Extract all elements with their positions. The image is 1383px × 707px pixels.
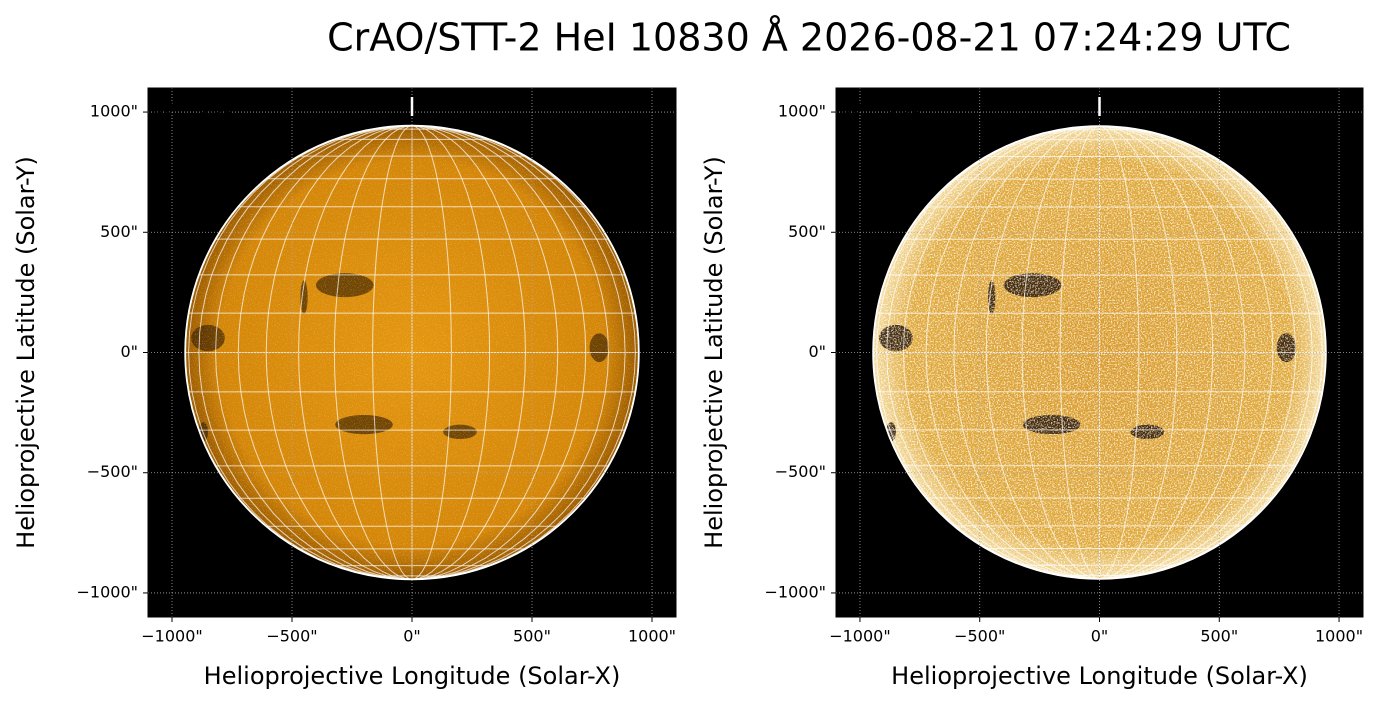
plot-frame	[835, 87, 1364, 618]
panel: −1000" −500" 0" 500" 1000" −1000" −500" 0" 500" 1…	[12, 87, 677, 690]
y-tick-label: −500"	[775, 462, 826, 481]
x-tick-label: −500"	[954, 627, 1005, 646]
x-tick-label: 500"	[1200, 627, 1238, 646]
x-tick-label: 0"	[403, 627, 421, 646]
x-tick-label: 1000"	[628, 627, 676, 646]
x-tick-label: 500"	[513, 627, 551, 646]
b0-annotation: B0 = 6.90	[153, 99, 233, 118]
x-tick-label: −1000"	[141, 627, 202, 646]
heliographic-meridian	[1099, 126, 1214, 579]
y-tick-label: −500"	[87, 462, 138, 481]
heliographic-meridian	[265, 125, 413, 580]
plot-frame	[147, 87, 677, 618]
x-axis-label: Helioprojective Longitude (Solar-X)	[891, 662, 1308, 690]
heliographic-meridian	[411, 125, 526, 580]
heliographic-meridian	[1099, 126, 1274, 579]
heliographic-meridian	[1059, 126, 1100, 579]
heliographic-meridian	[886, 126, 1100, 579]
heliographic-meridian	[411, 125, 491, 580]
heliographic-meridian	[198, 125, 413, 580]
solar-limb	[184, 124, 640, 581]
x-axis-label: Helioprojective Longitude (Solar-X)	[204, 662, 621, 690]
y-tick-label: 0"	[120, 342, 138, 361]
y-tick-label: 1000"	[778, 102, 826, 121]
heliographic-meridian	[902, 126, 1100, 579]
heliographic-meridian	[1099, 126, 1178, 579]
heliographic-meridian	[876, 126, 1100, 579]
heliographic-meridian	[411, 125, 587, 580]
y-tick-label: 1000"	[90, 102, 138, 121]
heliographic-meridian	[1099, 126, 1140, 579]
b0-annotation: B0 = 6.90	[841, 99, 921, 118]
y-tick-label: 0"	[808, 342, 826, 361]
heliographic-meridian	[1099, 126, 1313, 579]
heliographic-meridian	[411, 125, 559, 580]
y-tick-label: −1000"	[77, 582, 138, 601]
x-tick-label: 0"	[1091, 627, 1109, 646]
heliographic-meridian	[215, 125, 413, 580]
figure-title: CrAO/STT-2 HeI 10830 Å 2026-08-21 07:24:…	[327, 16, 1291, 60]
x-tick-label: −1000"	[829, 627, 890, 646]
y-tick-label: 500"	[788, 222, 826, 241]
north-label: N	[417, 93, 429, 112]
y-axis-label: Helioprojective Latitude (Solar-Y)	[700, 156, 728, 549]
y-axis-label: Helioprojective Latitude (Solar-Y)	[12, 156, 40, 549]
heliographic-meridian	[372, 125, 413, 580]
x-tick-label: 1000"	[1315, 627, 1363, 646]
y-tick-label: 500"	[100, 222, 138, 241]
heliographic-meridian	[411, 125, 609, 580]
north-label: N	[1105, 93, 1117, 112]
y-tick-label: −1000"	[765, 582, 826, 601]
panel: −1000" −500" 0" 500" 1000" −1000" −500" 0" 500" 1…	[700, 87, 1364, 690]
x-tick-label: −500"	[266, 627, 317, 646]
